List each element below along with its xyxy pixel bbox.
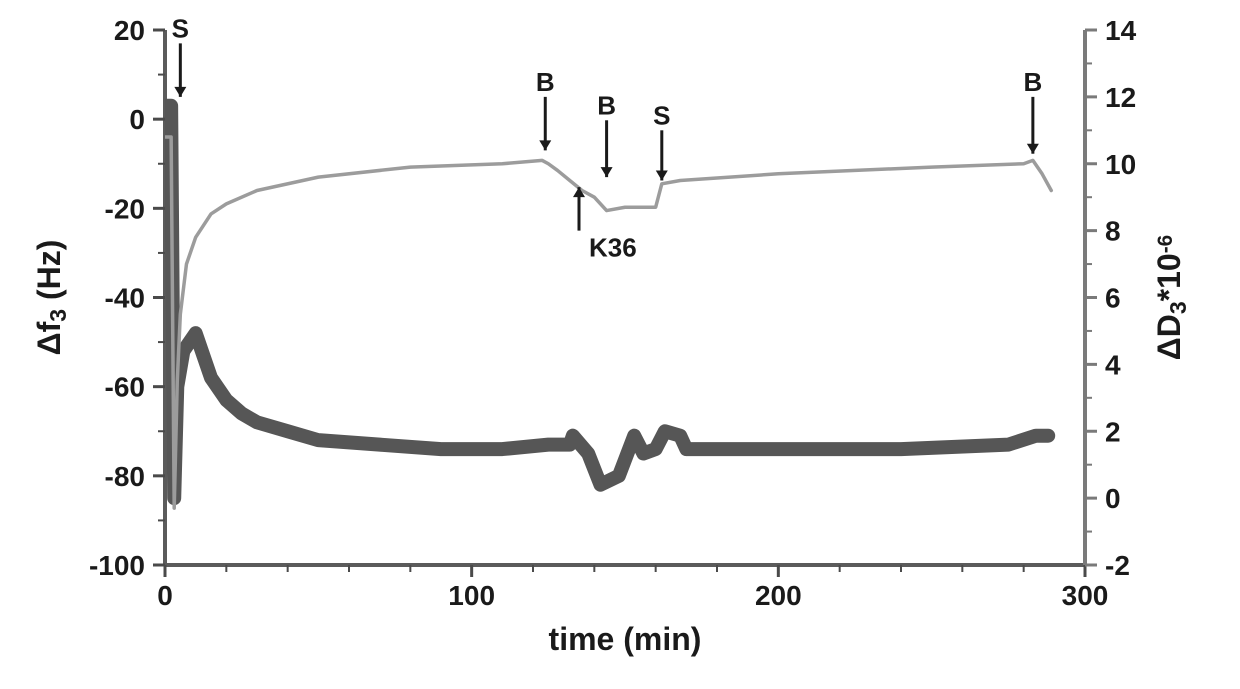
yl-tick-label: -80 <box>105 461 145 492</box>
yl-tick-label: 20 <box>114 15 145 46</box>
chart-svg: 0100200300time (min)-100-80-60-40-20020Δ… <box>0 0 1240 689</box>
yr-tick-label: -2 <box>1105 550 1130 581</box>
yl-tick-label: -100 <box>89 550 145 581</box>
annotation-label: S <box>653 100 670 130</box>
yr-tick-label: 10 <box>1105 149 1136 180</box>
y-right-axis-label: ΔD3*10-6 <box>1151 235 1191 360</box>
x-tick-label: 0 <box>157 580 173 611</box>
x-tick-label: 300 <box>1062 580 1109 611</box>
yl-tick-label: -60 <box>105 372 145 403</box>
annotation-label: B <box>536 67 555 97</box>
yr-tick-label: 12 <box>1105 82 1136 113</box>
x-tick-label: 200 <box>755 580 802 611</box>
yr-tick-label: 2 <box>1105 416 1121 447</box>
annotation-label: K36 <box>589 233 637 263</box>
annotation-label: S <box>172 13 189 43</box>
yl-tick-label: -40 <box>105 283 145 314</box>
annotation-label: B <box>1023 67 1042 97</box>
yr-tick-label: 4 <box>1105 349 1121 380</box>
yr-tick-label: 6 <box>1105 283 1121 314</box>
chart-container: 0100200300time (min)-100-80-60-40-20020Δ… <box>0 0 1240 689</box>
yr-tick-label: 8 <box>1105 216 1121 247</box>
y-left-axis-label: Δf3 (Hz) <box>31 240 71 356</box>
yl-tick-label: -20 <box>105 193 145 224</box>
yr-tick-label: 0 <box>1105 483 1121 514</box>
yl-tick-label: 0 <box>129 104 145 135</box>
x-tick-label: 100 <box>448 580 495 611</box>
annotation-label: B <box>597 90 616 120</box>
yr-tick-label: 14 <box>1105 15 1137 46</box>
x-axis-label: time (min) <box>549 621 702 657</box>
